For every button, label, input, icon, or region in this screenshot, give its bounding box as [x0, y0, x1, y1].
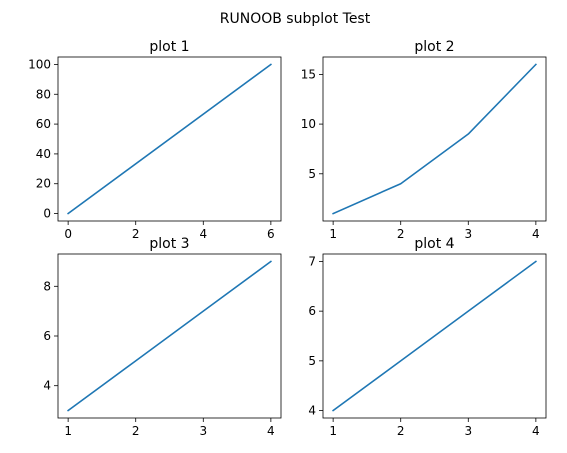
y-tick-label: 80 [36, 87, 51, 101]
y-tick-label: 0 [43, 207, 51, 221]
subplot-2: plot 2 1 2 3 4 5 10 15 [301, 39, 547, 241]
subplot-4: plot 4 1 2 3 4 4 5 6 7 [308, 236, 547, 438]
y-tick-label: 6 [308, 304, 316, 318]
x-tick-label: 3 [464, 424, 472, 438]
x-tick-label: 3 [464, 227, 472, 241]
axes-frame [322, 253, 547, 419]
subplot-title: plot 2 [414, 39, 454, 55]
x-tick-label: 0 [64, 227, 72, 241]
x-tick-label: 2 [397, 424, 405, 438]
y-tick-label: 15 [301, 67, 316, 81]
subplot-3: plot 3 1 2 3 4 4 6 8 [43, 236, 282, 438]
figure-suptitle: RUNOOB subplot Test [220, 11, 371, 27]
y-tick-label: 5 [308, 167, 316, 181]
axes-frame [57, 56, 282, 222]
series-line [332, 260, 537, 412]
y-tick-label: 20 [36, 177, 51, 191]
y-tick-label: 10 [301, 117, 316, 131]
subplot-title: plot 4 [414, 236, 454, 252]
subplot-title: plot 1 [149, 39, 189, 55]
x-tick-label: 4 [267, 424, 275, 438]
series-line [67, 63, 272, 215]
y-tick-label: 7 [308, 254, 316, 268]
subplot-title: plot 3 [149, 236, 189, 252]
y-tick-label: 8 [43, 279, 51, 293]
x-tick-label: 2 [397, 227, 405, 241]
x-tick-label: 4 [199, 227, 207, 241]
y-tick-label: 5 [308, 354, 316, 368]
y-tick-label: 100 [28, 57, 51, 71]
x-tick-label: 1 [64, 424, 72, 438]
x-tick-label: 6 [267, 227, 275, 241]
x-tick-label: 4 [532, 424, 540, 438]
series-line [67, 260, 272, 412]
x-tick-label: 2 [132, 227, 140, 241]
x-tick-label: 1 [329, 227, 337, 241]
y-tick-label: 40 [36, 147, 51, 161]
x-tick-label: 2 [132, 424, 140, 438]
y-tick-label: 6 [43, 329, 51, 343]
x-tick-label: 1 [329, 424, 337, 438]
y-tick-label: 4 [308, 404, 316, 418]
series-line [332, 63, 537, 215]
y-tick-label: 4 [43, 379, 51, 393]
x-tick-label: 3 [199, 424, 207, 438]
x-tick-label: 4 [532, 227, 540, 241]
axes-frame [322, 56, 547, 222]
y-tick-label: 60 [36, 117, 51, 131]
